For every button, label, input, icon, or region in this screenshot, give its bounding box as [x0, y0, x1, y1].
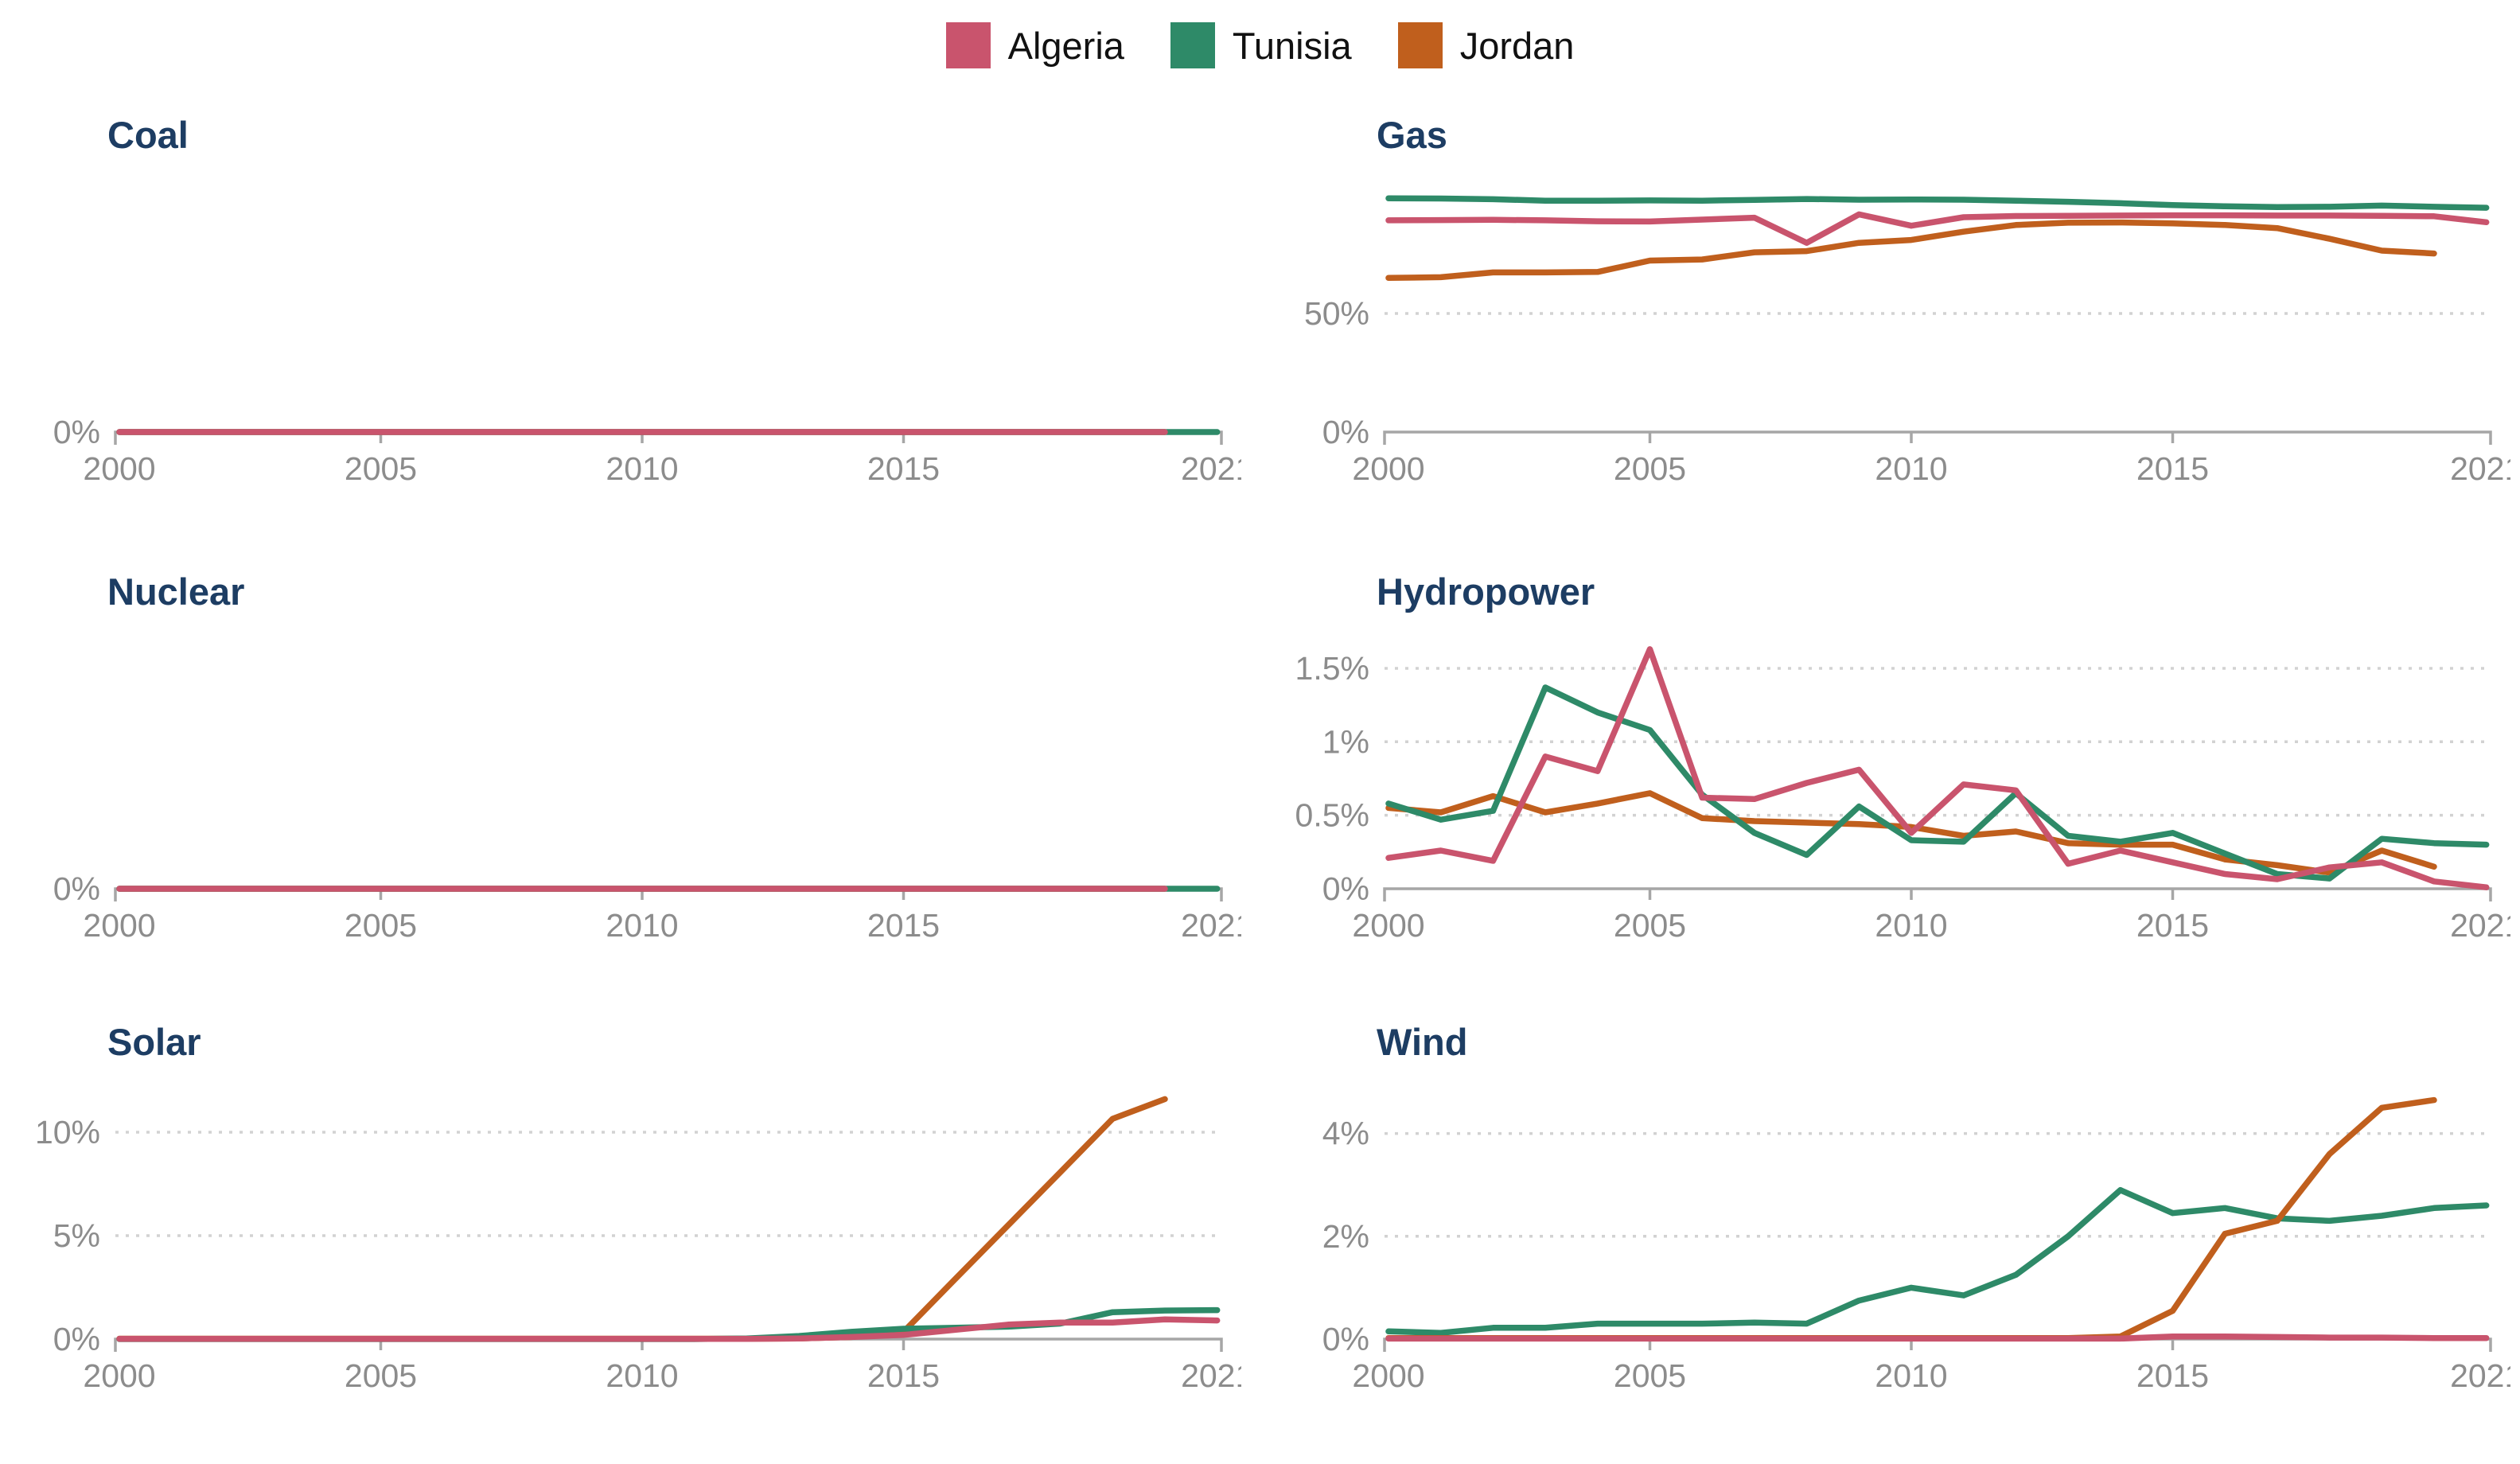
y-tick-label: 50% — [1304, 295, 1369, 332]
panel-title-solar: Solar — [107, 1021, 201, 1063]
x-tick-label: 2015 — [867, 450, 940, 487]
series-line-jordan[interactable] — [1385, 219, 2437, 282]
x-tick-label: 2010 — [606, 907, 678, 944]
series-line-algeria[interactable] — [1385, 646, 2490, 890]
series-line-tunisia[interactable] — [1385, 1186, 2490, 1336]
panel-title-hydropower: Hydropower — [1377, 570, 1595, 613]
x-tick-label: 2010 — [1875, 907, 1947, 944]
y-tick-label: 1% — [1322, 723, 1369, 760]
tunisia-color-swatch — [1170, 22, 1215, 68]
y-tick-label: 1.5% — [1295, 650, 1369, 687]
x-tick-label: 2005 — [1614, 1357, 1686, 1394]
x-tick-label: 2005 — [1614, 450, 1686, 487]
y-tick-label: 0% — [53, 1321, 100, 1357]
x-tick-label: 2005 — [1614, 907, 1686, 944]
x-tick-label: 2015 — [2136, 907, 2209, 944]
panel-title-gas: Gas — [1377, 114, 1447, 156]
x-tick-label: 2005 — [345, 1357, 417, 1394]
x-tick-label: 2010 — [606, 450, 678, 487]
y-tick-label: 0.5% — [1295, 797, 1369, 834]
legend-label: Algeria — [1007, 24, 1124, 67]
series-line-jordan[interactable] — [1385, 1096, 2437, 1341]
legend-item-algeria[interactable]: Algeria — [945, 22, 1124, 68]
x-tick-label: 2015 — [2136, 450, 2209, 487]
y-tick-label: 0% — [1322, 414, 1369, 450]
y-tick-label: 4% — [1322, 1116, 1369, 1152]
x-tick-label: 2010 — [1875, 450, 1947, 487]
x-tick-label: 2015 — [867, 1357, 940, 1394]
algeria-color-swatch — [945, 22, 991, 68]
series-line-tunisia[interactable] — [1385, 684, 2490, 882]
series-line-tunisia[interactable] — [1385, 195, 2490, 211]
series-line-algeria[interactable] — [1385, 211, 2490, 246]
x-tick-label: 2000 — [1352, 450, 1424, 487]
y-tick-label: 0% — [1322, 1321, 1369, 1357]
x-axis-line — [1383, 430, 2492, 445]
legend-label: Jordan — [1459, 24, 1575, 67]
x-tick-label: 2015 — [2136, 1357, 2209, 1394]
y-tick-label: 0% — [53, 414, 100, 450]
x-tick-label: 2010 — [606, 1357, 678, 1394]
legend-item-tunisia[interactable]: Tunisia — [1170, 22, 1352, 68]
panel-title-wind: Wind — [1377, 1021, 1468, 1063]
x-tick-label: 2015 — [867, 907, 940, 944]
series-line-jordan[interactable] — [1385, 790, 2437, 876]
x-tick-label: 2005 — [345, 907, 417, 944]
x-tick-label: 2000 — [1352, 1357, 1424, 1394]
panel-title-nuclear: Nuclear — [107, 570, 245, 613]
x-tick-label: 2000 — [1352, 907, 1424, 944]
panel-title-coal: Coal — [107, 114, 189, 156]
jordan-color-swatch — [1397, 22, 1443, 68]
legend-item-jordan[interactable]: Jordan — [1397, 22, 1575, 68]
x-tick-label: 2000 — [83, 907, 155, 944]
series-line-jordan[interactable] — [116, 1096, 1168, 1342]
legend-label: Tunisia — [1232, 24, 1352, 67]
x-tick-label: 2010 — [1875, 1357, 1947, 1394]
y-tick-label: 5% — [53, 1217, 100, 1254]
y-tick-label: 0% — [53, 870, 100, 907]
series-line-algeria[interactable] — [1385, 1334, 2490, 1342]
x-axis-line — [1383, 887, 2492, 901]
y-tick-label: 10% — [35, 1114, 100, 1151]
x-tick-label: 2000 — [83, 450, 155, 487]
series-line-algeria[interactable] — [116, 1316, 1221, 1342]
x-tick-label: 2005 — [345, 450, 417, 487]
y-tick-label: 2% — [1322, 1218, 1369, 1255]
chart-legend: Algeria Tunisia Jordan — [0, 22, 2520, 68]
y-tick-label: 0% — [1322, 870, 1369, 907]
x-tick-label: 2000 — [83, 1357, 155, 1394]
